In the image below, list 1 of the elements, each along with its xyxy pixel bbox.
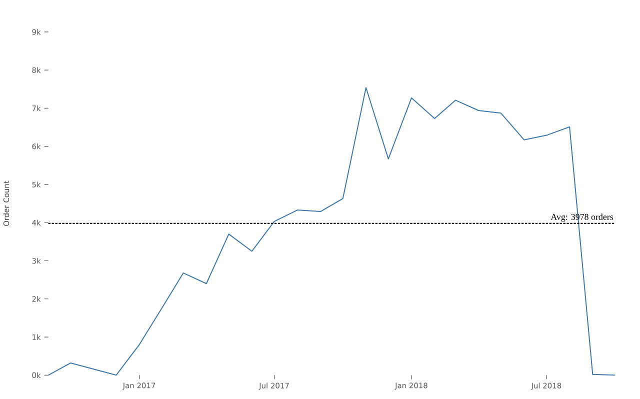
line-series <box>48 87 616 376</box>
